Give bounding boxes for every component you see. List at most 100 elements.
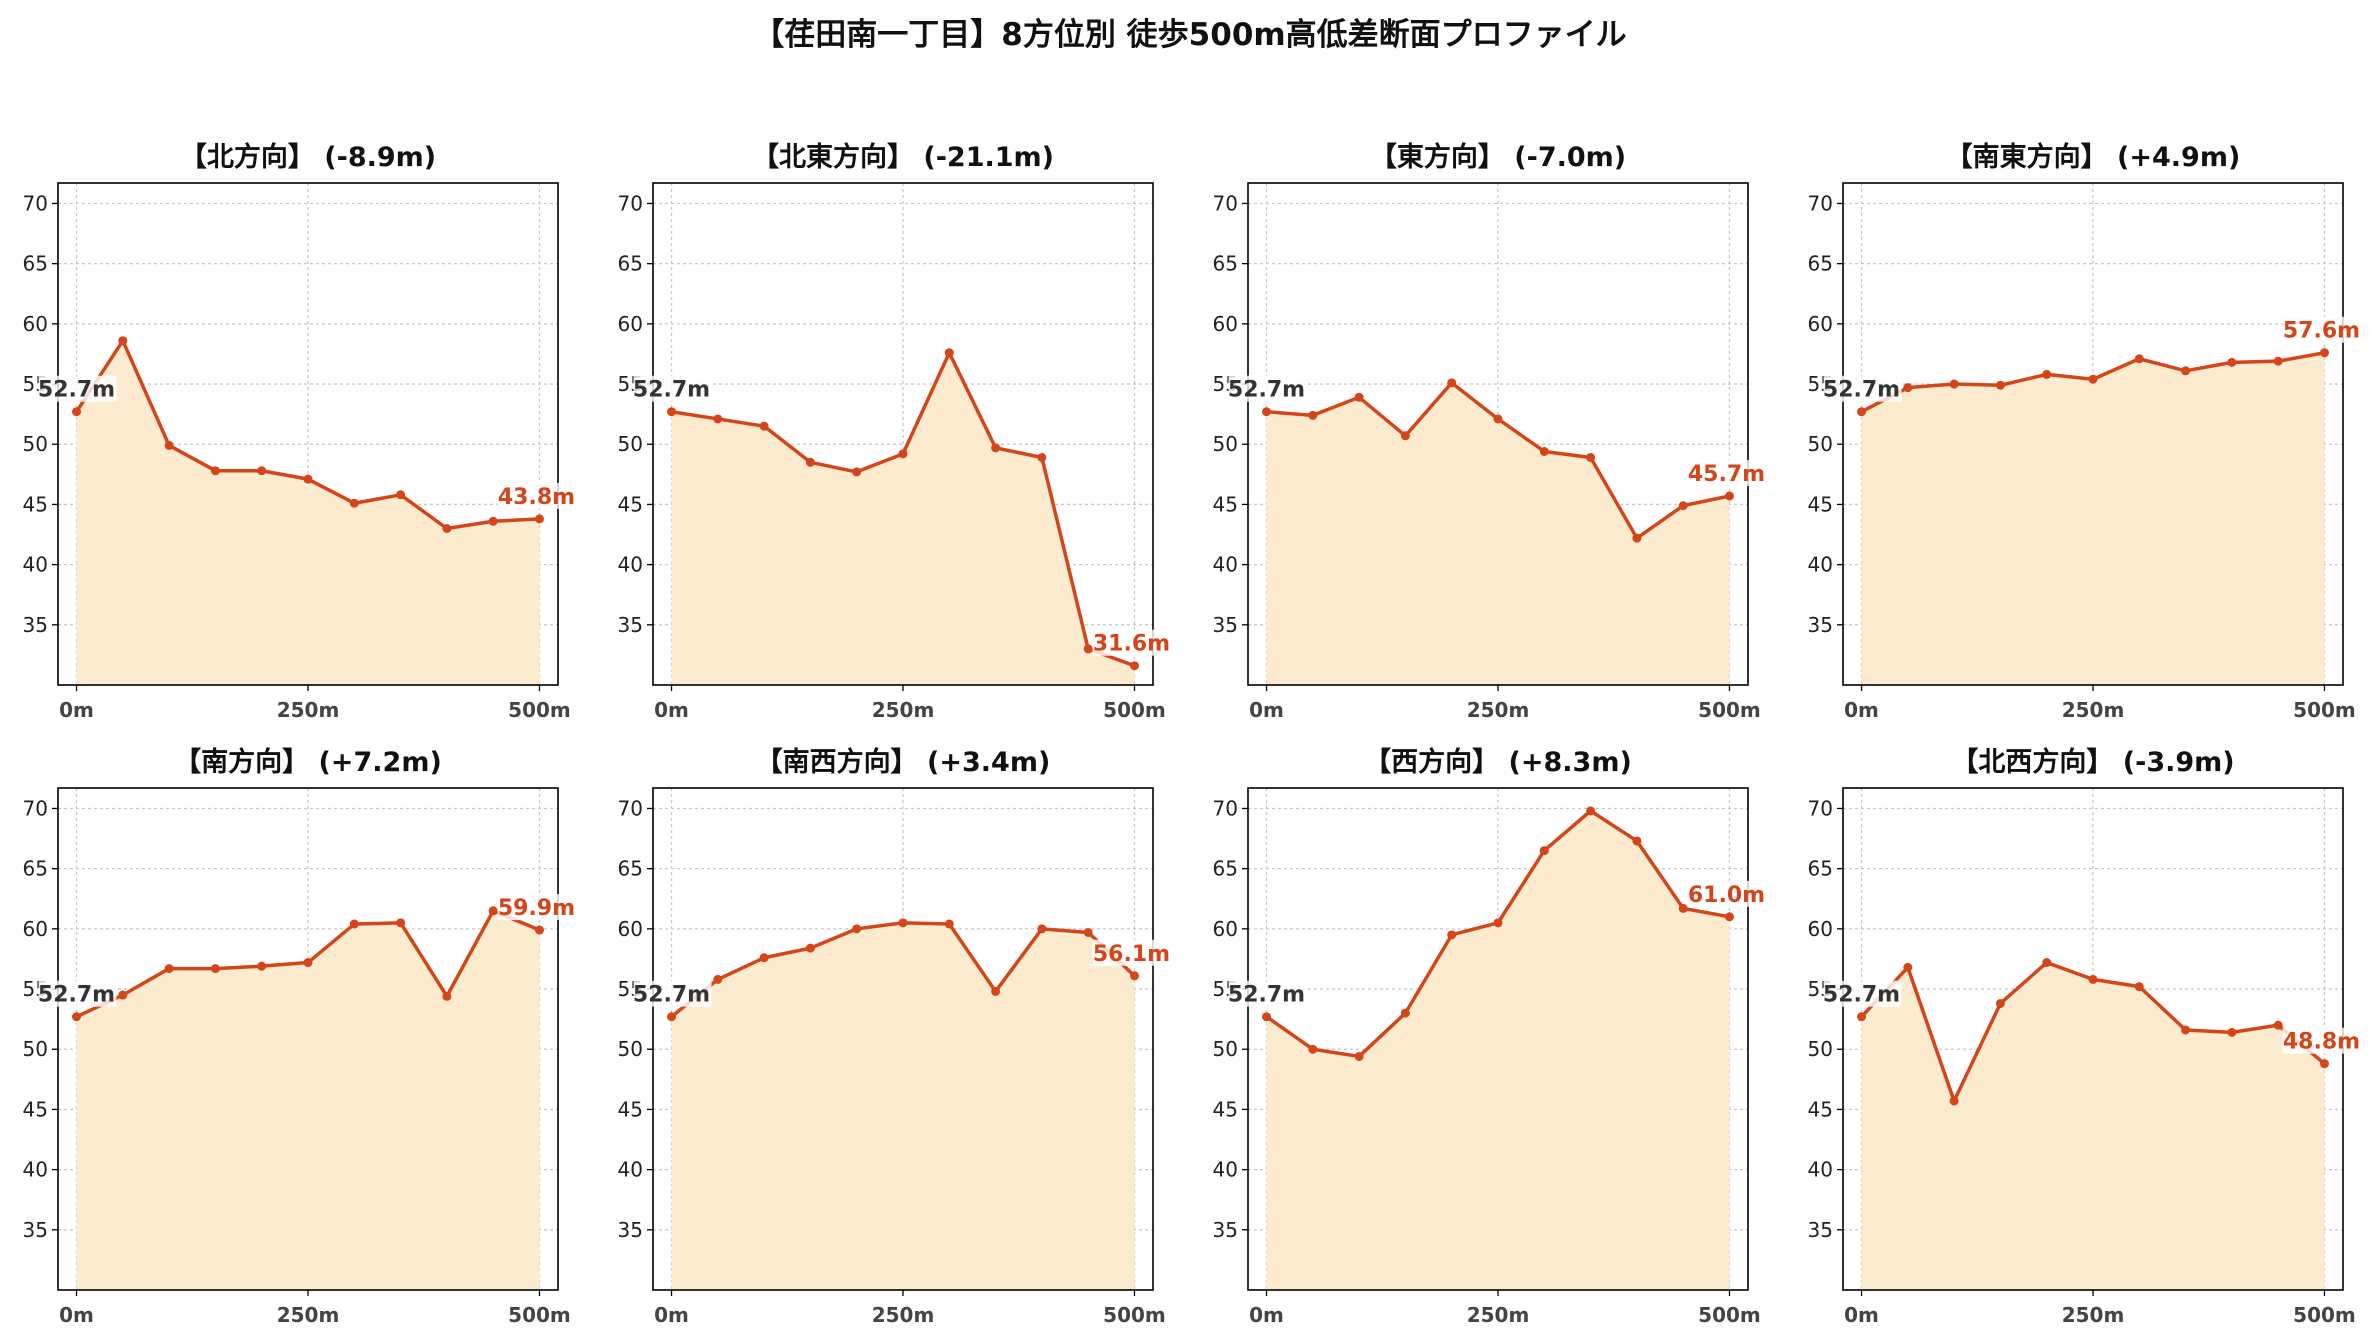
- data-point: [1262, 407, 1272, 417]
- end-label-box: [1687, 880, 1768, 907]
- x-tick-label: 250m: [1467, 698, 1530, 722]
- y-tick-label: 70: [23, 796, 48, 820]
- y-tick-label: 45: [618, 1097, 643, 1121]
- x-tick-label: 500m: [2293, 1303, 2356, 1327]
- data-point: [667, 407, 677, 417]
- data-point: [852, 467, 862, 477]
- x-tick-label: 0m: [59, 1303, 94, 1327]
- data-point: [488, 906, 498, 916]
- data-point: [991, 986, 1001, 996]
- end-label-box: [2282, 1027, 2363, 1054]
- data-point: [2134, 354, 2144, 364]
- end-label-box: [2282, 316, 2363, 343]
- elevation-area: [671, 352, 1135, 685]
- data-point: [118, 990, 128, 1000]
- data-point: [667, 1012, 677, 1022]
- subplot-title: 【北方向】 (-8.9m): [180, 141, 436, 173]
- data-point: [1447, 378, 1457, 388]
- start-label-box: [633, 980, 712, 1007]
- y-tick-label: 45: [1213, 492, 1238, 516]
- end-label-box: [1687, 459, 1768, 486]
- end-label-text: 45.7m: [1688, 462, 1765, 487]
- data-point: [2181, 1025, 2191, 1035]
- y-tick-label: 35: [23, 1218, 48, 1242]
- x-tick-label: 0m: [1844, 1303, 1879, 1327]
- start-elevation-label: 52.7m: [633, 980, 712, 1008]
- data-point: [1037, 452, 1047, 462]
- data-point: [1493, 414, 1503, 424]
- data-point: [1400, 1008, 1410, 1018]
- end-label-text: 43.8m: [498, 485, 575, 510]
- subplot-title: 【南西方向】 (+3.4m): [756, 746, 1051, 778]
- data-point: [2273, 1020, 2283, 1030]
- data-point: [2227, 1027, 2237, 1037]
- start-elevation-label: 52.7m: [38, 980, 117, 1008]
- data-point: [1949, 1096, 1959, 1106]
- end-label-box: [1092, 629, 1173, 656]
- y-tick-label: 40: [618, 553, 643, 577]
- y-tick-label: 50: [23, 1037, 48, 1061]
- data-point: [534, 514, 544, 524]
- data-point: [488, 516, 498, 526]
- y-tick-label: 50: [618, 1037, 643, 1061]
- y-tick-label: 35: [1213, 613, 1238, 637]
- y-tick-label: 50: [23, 432, 48, 456]
- start-label-box: [1228, 980, 1307, 1007]
- data-point: [1539, 446, 1549, 456]
- data-point: [2134, 982, 2144, 992]
- data-point: [1586, 806, 1596, 816]
- y-tick-label: 65: [23, 857, 48, 881]
- data-point: [898, 918, 908, 928]
- start-label-box: [633, 375, 712, 402]
- subplot-title: 【西方向】 (+8.3m): [1364, 746, 1632, 778]
- data-point: [2273, 356, 2283, 366]
- y-tick-label: 45: [618, 492, 643, 516]
- x-tick-label: 250m: [1467, 1303, 1530, 1327]
- y-tick-label: 70: [618, 796, 643, 820]
- end-label-box: [1092, 939, 1173, 966]
- y-tick-label: 40: [1808, 1158, 1833, 1182]
- subplot-title: 【北東方向】 (-21.1m): [752, 141, 1054, 173]
- y-tick-label: 40: [23, 553, 48, 577]
- data-point: [1539, 846, 1549, 856]
- end-label-text: 31.6m: [1093, 632, 1170, 657]
- y-tick-label: 70: [1213, 796, 1238, 820]
- x-tick-label: 250m: [277, 698, 340, 722]
- data-point: [1903, 383, 1913, 393]
- end-elevation-label: 61.0m: [1687, 880, 1768, 908]
- y-tick-label: 40: [1808, 553, 1833, 577]
- y-tick-label: 60: [23, 312, 48, 336]
- data-point: [1857, 407, 1867, 417]
- data-point: [805, 943, 815, 953]
- data-point: [1308, 410, 1318, 420]
- y-tick-label: 60: [1213, 312, 1238, 336]
- start-label-box: [1228, 375, 1307, 402]
- data-point: [2042, 958, 2052, 968]
- y-tick-label: 50: [1808, 1037, 1833, 1061]
- y-tick-label: 35: [618, 1218, 643, 1242]
- data-point: [118, 336, 128, 346]
- data-point: [713, 974, 723, 984]
- y-tick-label: 60: [1808, 312, 1833, 336]
- start-label-text: 52.7m: [1823, 378, 1900, 403]
- y-tick-label: 70: [1213, 191, 1238, 215]
- y-tick-label: 50: [618, 432, 643, 456]
- end-elevation-label: 57.6m: [2282, 316, 2363, 344]
- data-point: [2181, 366, 2191, 376]
- data-point: [1400, 431, 1410, 441]
- y-tick-label: 40: [618, 1158, 643, 1182]
- data-point: [349, 919, 359, 929]
- start-elevation-label: 52.7m: [1228, 980, 1307, 1008]
- elevation-area: [1266, 382, 1730, 685]
- data-point: [805, 457, 815, 467]
- end-elevation-label: 45.7m: [1687, 459, 1768, 487]
- data-point: [1724, 912, 1734, 922]
- y-tick-label: 40: [1213, 1158, 1238, 1182]
- y-tick-label: 60: [1213, 917, 1238, 941]
- y-tick-label: 65: [1808, 857, 1833, 881]
- data-point: [1308, 1044, 1318, 1054]
- subplot-title: 【南東方向】 (+4.9m): [1946, 141, 2241, 173]
- x-tick-label: 0m: [1249, 698, 1284, 722]
